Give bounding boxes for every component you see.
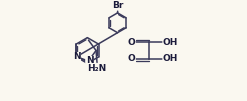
Text: OH: OH: [163, 54, 178, 63]
Text: N: N: [73, 52, 81, 61]
Text: OH: OH: [163, 38, 178, 47]
Text: Br: Br: [112, 1, 123, 10]
Text: O: O: [128, 38, 136, 47]
Text: N: N: [86, 56, 93, 65]
Text: O: O: [128, 54, 136, 63]
Text: H₂N: H₂N: [88, 64, 107, 73]
